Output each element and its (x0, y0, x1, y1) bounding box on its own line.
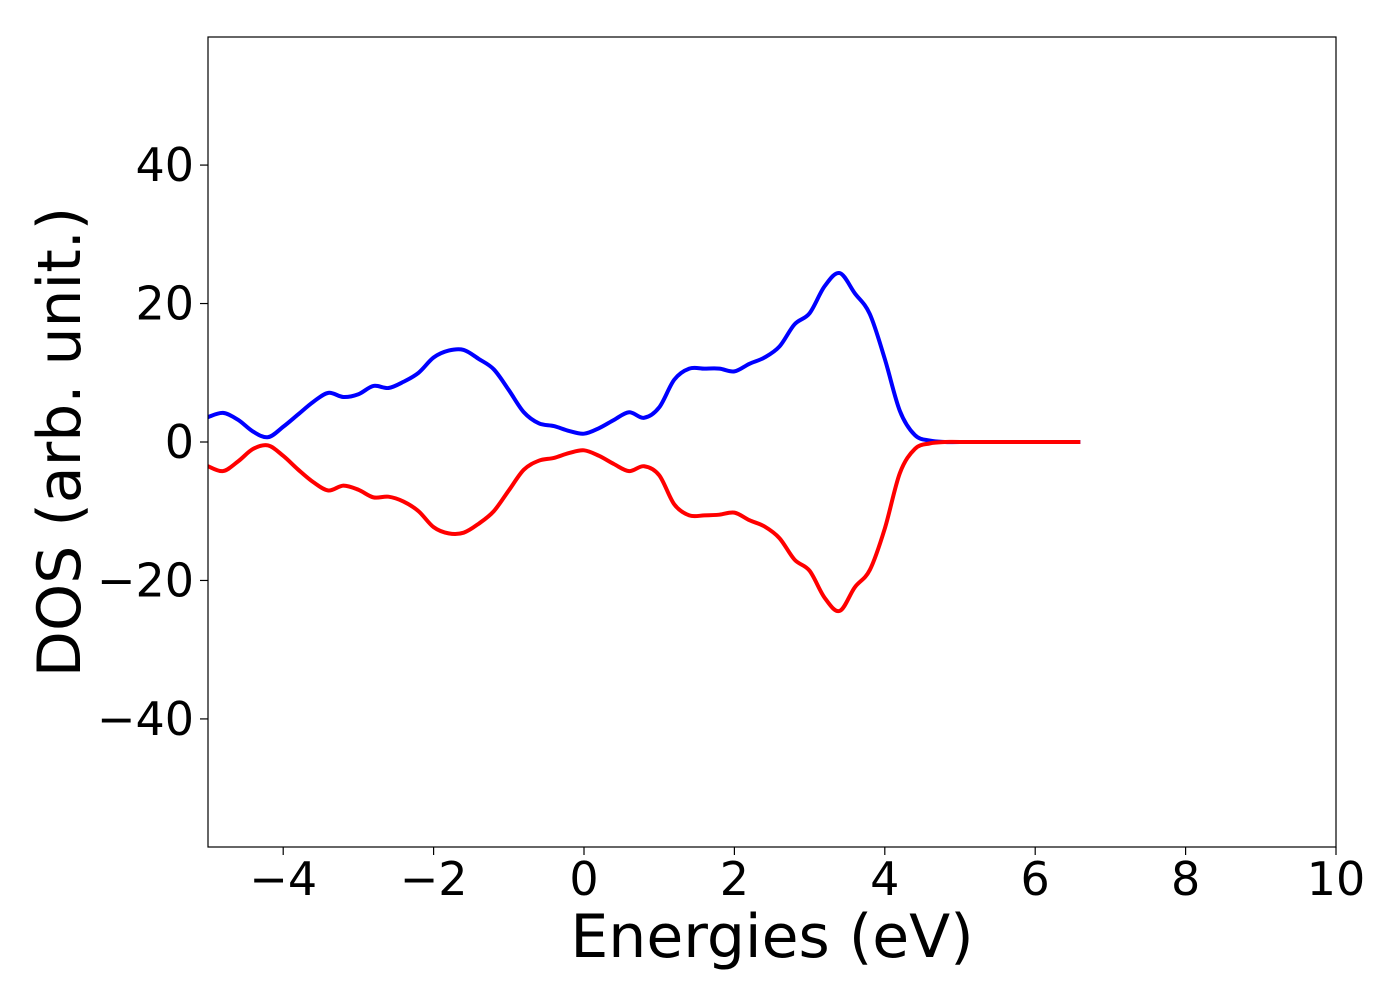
y-axis-label: DOS (arb. unit.) (25, 207, 95, 677)
y-tick-label: −40 (97, 692, 194, 746)
series-line-1 (208, 439, 1081, 614)
y-axis-ticks: −40 −20 0 20 40 (97, 138, 208, 746)
y-tick-label: 0 (165, 415, 194, 469)
x-tick-label: 10 (1307, 852, 1366, 906)
x-tick-label: 0 (569, 852, 598, 906)
x-axis-ticks: −4 −2 0 2 4 6 8 10 (249, 847, 1365, 906)
plot-background (208, 37, 1336, 847)
series-layer (208, 271, 1081, 614)
x-tick-label: −2 (400, 852, 468, 906)
x-axis-label: Energies (eV) (570, 902, 973, 972)
x-tick-label: 8 (1171, 852, 1200, 906)
series-line-0 (208, 271, 1081, 445)
y-tick-label: 20 (135, 277, 194, 331)
y-tick-label: 40 (135, 138, 194, 192)
x-tick-label: 4 (870, 852, 899, 906)
y-tick-label: −20 (97, 553, 194, 607)
x-tick-label: 2 (720, 852, 749, 906)
x-tick-label: 6 (1021, 852, 1050, 906)
x-tick-label: −4 (249, 852, 317, 906)
